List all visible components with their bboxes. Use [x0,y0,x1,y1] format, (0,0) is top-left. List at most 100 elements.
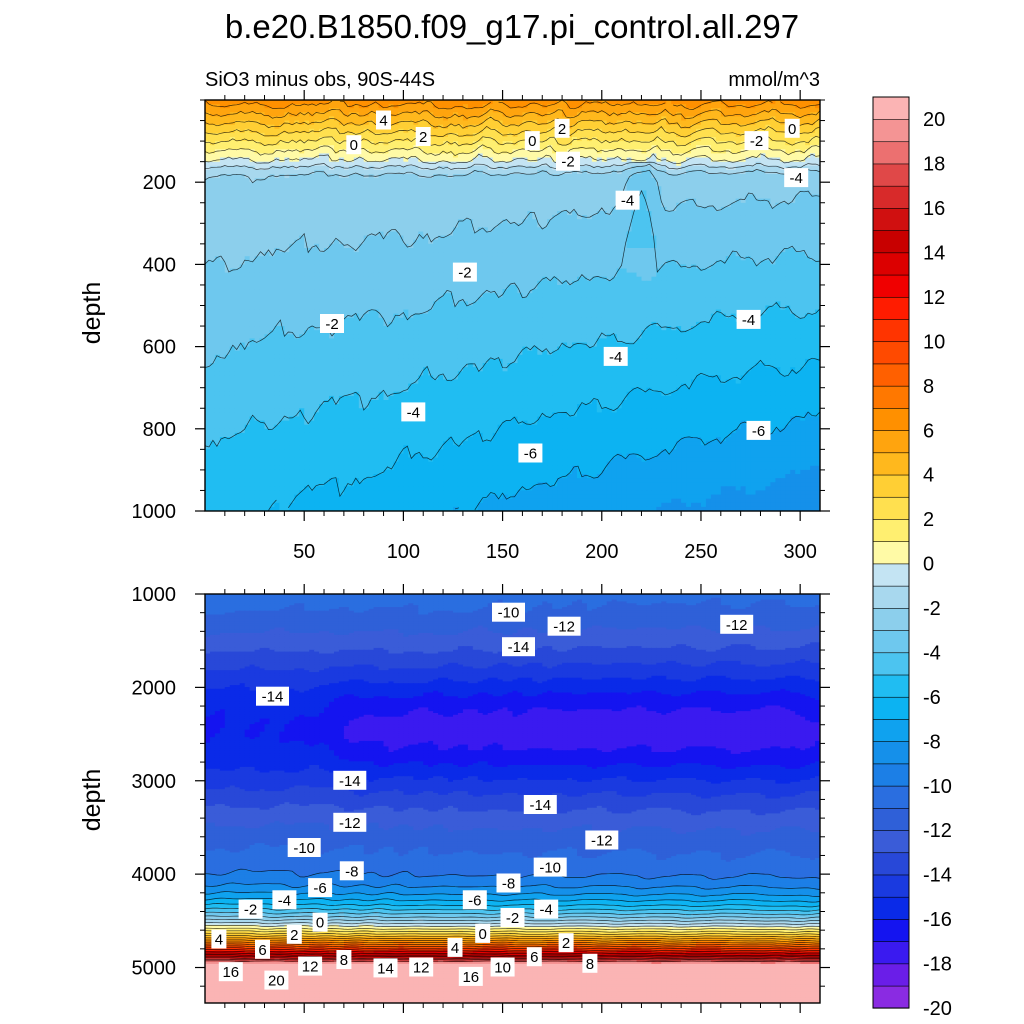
field-cell [413,248,419,253]
field-cell [686,231,692,237]
field-cell [324,100,330,105]
field-cell [755,219,762,224]
field-cell [388,256,395,261]
field-cell [800,206,806,212]
field-cell [423,235,429,241]
field-cell [492,252,499,257]
field-cell [358,248,365,253]
field-cell [795,153,801,159]
field-cell [264,141,271,146]
field-cell [755,124,762,130]
field-cell [334,128,340,134]
field-cell [606,145,613,150]
field-cell [348,178,355,183]
field-cell [229,206,236,212]
field-cell [304,112,310,117]
field-cell [234,108,241,113]
field-cell [790,223,796,228]
field-cell [641,227,648,233]
field-cell [740,141,747,146]
field-cell [443,149,449,154]
field-cell [705,256,712,261]
field-cell [254,149,261,154]
field-cell [577,239,583,245]
field-cell [710,206,717,212]
field-cell [547,141,553,146]
field-cell [636,174,643,179]
field-cell [448,190,454,196]
field-cell [696,149,702,154]
field-cell [304,149,310,154]
field-cell [383,182,390,187]
field-cell [368,264,375,270]
field-cell [269,157,276,163]
field-cell [562,227,568,233]
field-cell [686,190,692,196]
field-cell [517,235,524,241]
field-cell [765,231,771,237]
field-cell [398,215,404,220]
field-cell [438,174,444,179]
field-cell [304,223,310,228]
field-cell [338,260,345,265]
field-cell [319,239,325,245]
field-cell [264,120,271,126]
field-cell [800,243,806,249]
field-cell [671,141,677,146]
field-cell [795,186,801,191]
field-cell [487,182,494,187]
field-cell [477,149,484,154]
field-cell [259,124,266,130]
field-cell [601,231,608,237]
field-cell [269,243,276,249]
field-cell [745,120,752,126]
field-cell [502,149,509,154]
field-cell [591,108,598,113]
field-cell [373,104,380,109]
field-cell [532,260,538,265]
field-cell [353,104,360,109]
field-cell [482,223,489,228]
field-cell [373,141,380,146]
field-cell [284,174,290,179]
field-cell [239,235,246,241]
field-cell [527,206,533,212]
field-cell [403,248,409,253]
field-cell [413,120,419,126]
field-cell [577,132,583,138]
field-cell [676,256,682,261]
field-cell [398,161,404,167]
field-cell [254,231,261,237]
field-cell [264,178,271,183]
field-cell [725,132,732,138]
field-cell [453,145,459,150]
field-cell [532,169,538,175]
field-cell [800,137,806,142]
field-cell [249,211,256,216]
field-cell [780,112,786,117]
field-cell [730,206,737,212]
field-cell [264,169,271,175]
field-cell [443,182,449,187]
field-cell [368,153,375,159]
field-cell [383,231,390,237]
field-cell [343,235,350,241]
field-cell [745,198,752,204]
field-cell [691,239,697,245]
field-cell [676,223,682,228]
field-cell [522,120,528,126]
field-cell [497,157,504,163]
field-cell [750,227,757,233]
field-cell [502,124,509,130]
field-cell [205,211,211,216]
field-cell [398,239,404,245]
field-cell [368,108,375,113]
field-cell [586,141,593,146]
field-cell [512,145,519,150]
field-cell [299,112,305,117]
field-cell [462,186,469,191]
field-cell [329,211,335,216]
field-cell [363,169,370,175]
field-cell [319,243,325,249]
field-cell [348,194,355,200]
